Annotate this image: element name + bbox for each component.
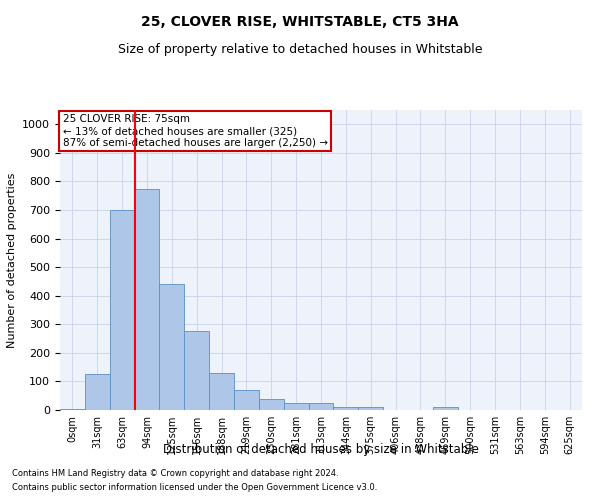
Bar — [284, 403, 308, 410]
Bar — [358, 406, 383, 410]
Bar — [60, 408, 85, 410]
Bar — [184, 332, 209, 410]
Bar — [209, 373, 234, 410]
Bar — [259, 398, 284, 410]
Bar — [334, 406, 358, 410]
Bar — [433, 407, 458, 410]
Text: 25 CLOVER RISE: 75sqm
← 13% of detached houses are smaller (325)
87% of semi-det: 25 CLOVER RISE: 75sqm ← 13% of detached … — [62, 114, 328, 148]
Text: Contains HM Land Registry data © Crown copyright and database right 2024.: Contains HM Land Registry data © Crown c… — [12, 468, 338, 477]
Bar — [160, 284, 184, 410]
Text: Size of property relative to detached houses in Whitstable: Size of property relative to detached ho… — [118, 42, 482, 56]
Bar — [134, 188, 160, 410]
Text: Contains public sector information licensed under the Open Government Licence v3: Contains public sector information licen… — [12, 484, 377, 492]
Bar — [308, 403, 334, 410]
Bar — [234, 390, 259, 410]
Text: Distribution of detached houses by size in Whitstable: Distribution of detached houses by size … — [163, 442, 479, 456]
Text: 25, CLOVER RISE, WHITSTABLE, CT5 3HA: 25, CLOVER RISE, WHITSTABLE, CT5 3HA — [141, 15, 459, 29]
Y-axis label: Number of detached properties: Number of detached properties — [7, 172, 17, 348]
Bar — [85, 374, 110, 410]
Bar — [110, 210, 134, 410]
